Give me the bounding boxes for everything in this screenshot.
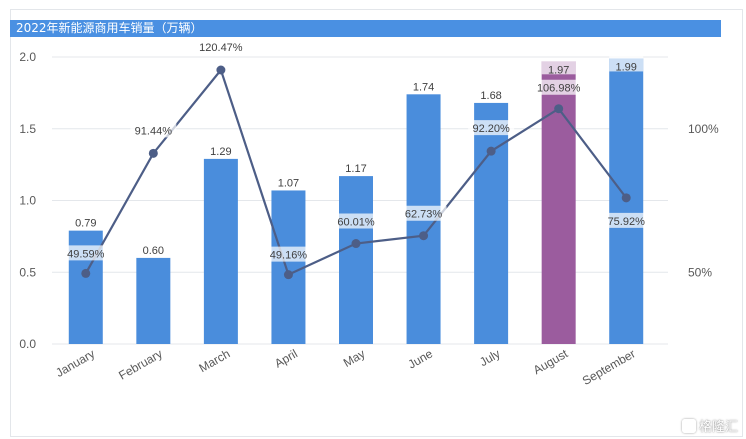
growth-point xyxy=(148,148,158,158)
bar-value-label: 1.17 xyxy=(345,163,366,175)
bar xyxy=(541,61,576,345)
bar xyxy=(203,158,238,344)
bar-label-backdrop xyxy=(609,56,644,72)
bar xyxy=(474,102,509,344)
left-axis-tick-label: 0.5 xyxy=(19,265,36,279)
bar-value-label: 1.99 xyxy=(616,61,637,73)
category-label: September xyxy=(580,346,638,387)
line-value-label: 62.73% xyxy=(405,209,443,221)
bar xyxy=(136,257,171,344)
bar-value-label: 0.60 xyxy=(143,245,164,257)
line-label-backdrop xyxy=(265,246,312,262)
bar-value-label: 1.97 xyxy=(548,64,569,76)
chart-title: 2022年新能源商用车销量（万辆） xyxy=(16,21,203,35)
bar xyxy=(271,190,306,344)
bar-value-label: 1.74 xyxy=(413,81,434,93)
line-label-backdrop xyxy=(333,213,379,229)
line-label-backdrop xyxy=(603,212,650,228)
bar-value-label: 1.07 xyxy=(278,177,299,189)
watermark-label: 格隆汇 xyxy=(698,420,738,435)
category-label: June xyxy=(406,346,436,371)
category-label: May xyxy=(341,346,368,369)
bar-label-backdrop xyxy=(541,59,576,75)
growth-point xyxy=(216,65,226,75)
growth-point xyxy=(621,193,631,203)
growth-point xyxy=(283,270,293,280)
bar-value-label: 1.29 xyxy=(210,146,231,158)
growth-point xyxy=(81,268,91,278)
line-value-label: 120.47% xyxy=(199,42,243,54)
right-axis-tick-label: 50% xyxy=(688,265,712,279)
category-label: July xyxy=(477,346,502,369)
line-label-backdrop xyxy=(535,79,582,95)
bar-value-label: 1.68 xyxy=(480,90,501,102)
category-label: January xyxy=(53,346,97,379)
left-axis-tick-label: 0.0 xyxy=(19,337,36,351)
bar-value-label: 0.79 xyxy=(75,218,96,230)
category-label: February xyxy=(116,346,165,382)
line-label-backdrop xyxy=(400,205,447,221)
growth-point xyxy=(554,104,564,114)
line-label-backdrop xyxy=(130,122,177,138)
line-label-backdrop xyxy=(197,39,244,55)
watermark: 格隆汇 xyxy=(681,416,738,435)
line-value-label: 106.98% xyxy=(537,83,581,95)
line-value-label: 49.59% xyxy=(67,248,105,260)
g-logo-icon xyxy=(681,418,696,433)
line-label-backdrop xyxy=(62,245,109,261)
growth-point xyxy=(351,239,361,249)
line-value-label: 49.16% xyxy=(270,250,308,262)
category-label: August xyxy=(531,346,571,377)
growth-point xyxy=(419,231,429,241)
line-value-label: 92.20% xyxy=(472,123,510,135)
title-bar: 2022年新能源商用车销量（万辆） xyxy=(10,20,721,37)
left-axis-tick-label: 2.0 xyxy=(19,50,36,64)
line-value-label: 91.44% xyxy=(135,125,173,137)
line-label-backdrop xyxy=(468,120,515,136)
left-axis-tick-label: 1.5 xyxy=(19,122,36,136)
category-label: March xyxy=(197,346,233,375)
line-value-label: 75.92% xyxy=(608,216,646,228)
right-axis-tick-label: 100% xyxy=(688,122,719,136)
growth-point xyxy=(486,146,496,156)
bar xyxy=(339,176,373,344)
left-axis-tick-label: 1.0 xyxy=(19,194,36,208)
category-label: April xyxy=(272,346,300,370)
line-value-label: 60.01% xyxy=(337,217,375,229)
